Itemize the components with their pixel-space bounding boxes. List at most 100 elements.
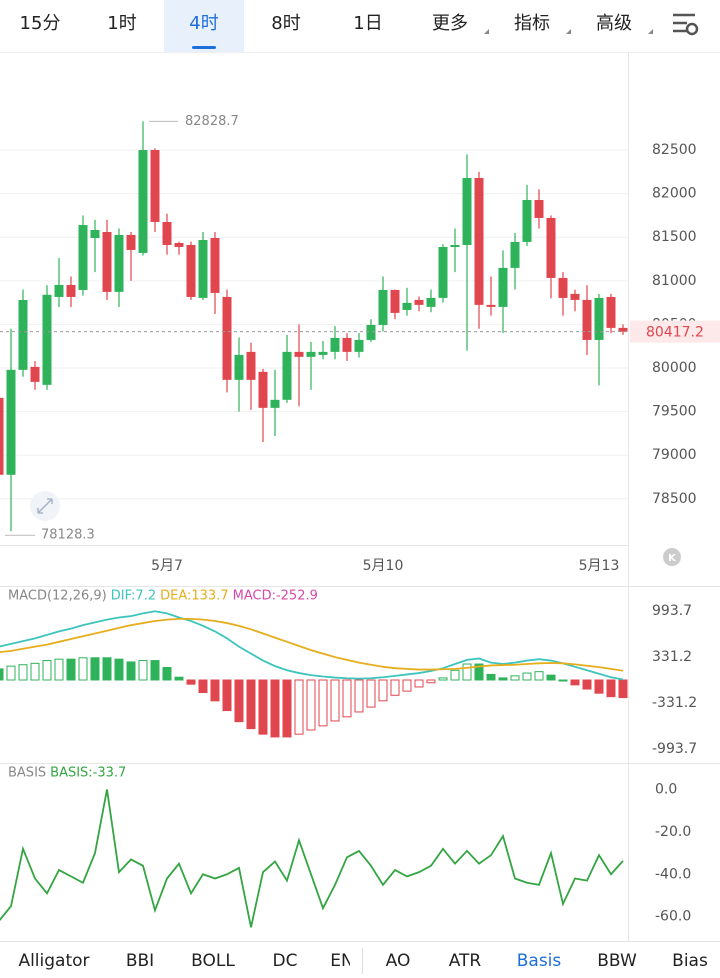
macd-bar xyxy=(234,679,244,723)
candle-body xyxy=(306,351,316,357)
candle-body xyxy=(366,324,376,340)
candle-body xyxy=(126,234,136,250)
max-price-label: 82828.7 xyxy=(185,114,239,129)
candle-body xyxy=(90,229,100,239)
candle-body xyxy=(498,267,508,307)
macd-bar xyxy=(66,658,76,681)
macd-bar xyxy=(342,679,352,718)
timeframe-tab[interactable]: 1日 xyxy=(353,13,382,34)
candle-body xyxy=(282,351,292,400)
macd-bar xyxy=(366,679,376,708)
candle-body xyxy=(186,244,196,297)
macd-bar xyxy=(534,671,544,681)
candle-body xyxy=(534,199,544,218)
candle-body xyxy=(150,150,160,222)
macd-bar xyxy=(390,679,400,696)
min-price-label: 78128.3 xyxy=(41,528,95,543)
macd-bar xyxy=(582,679,592,690)
candle-body xyxy=(522,199,532,242)
candle-body xyxy=(594,297,604,340)
indicator-tab[interactable]: BBI xyxy=(126,951,154,971)
candle-body xyxy=(54,284,64,297)
macd-bar xyxy=(498,677,508,681)
macd-bar xyxy=(114,658,124,681)
macd-bar xyxy=(90,657,100,681)
expand-icon[interactable] xyxy=(37,498,53,514)
timeframe-tab[interactable]: 1时 xyxy=(107,13,136,34)
macd-bar xyxy=(102,657,112,681)
candle-body xyxy=(606,296,616,328)
last-price-tag xyxy=(630,320,720,343)
y-tick-label: 81500 xyxy=(652,229,697,245)
legend-entry: BASIS:-33.7 xyxy=(50,766,126,781)
indicator-tab[interactable]: Basis xyxy=(517,951,562,971)
indicator-tab[interactable]: AO xyxy=(386,951,411,971)
indicator-line xyxy=(0,610,624,681)
legend-entry: MACD:-252.9 xyxy=(233,589,318,604)
timeframe-tab[interactable]: 8时 xyxy=(271,13,300,34)
timeframe-tab[interactable]: 4时 xyxy=(189,13,218,34)
candle-body xyxy=(510,241,520,268)
indicator-tab[interactable]: ATR xyxy=(449,951,482,971)
macd-bar xyxy=(414,679,424,688)
macd-bar xyxy=(378,679,388,702)
macd-bar xyxy=(282,679,292,738)
macd-bar xyxy=(246,679,256,730)
candle-body xyxy=(210,238,220,293)
candle-body xyxy=(0,397,4,475)
macd-bar xyxy=(426,679,436,684)
macd-bar xyxy=(174,676,184,681)
settings-icon-gear[interactable] xyxy=(685,22,699,36)
macd-bar xyxy=(558,679,568,682)
candle-body xyxy=(570,293,580,300)
settings-icon[interactable] xyxy=(673,13,695,33)
candle-body xyxy=(222,296,232,380)
indicator-tab[interactable]: EN xyxy=(330,951,353,971)
macd-bar xyxy=(258,679,268,735)
candle-body xyxy=(474,178,484,305)
candle-body xyxy=(438,246,448,298)
candle-body xyxy=(318,351,328,355)
y-tick-label: 79500 xyxy=(652,404,697,420)
macd-bar xyxy=(186,679,196,685)
indicator-line xyxy=(0,617,624,672)
macd-bar xyxy=(150,660,160,681)
candle-body xyxy=(42,294,52,385)
timeframe-tab[interactable]: 指标 xyxy=(514,13,550,34)
indicator-tab[interactable]: BBW xyxy=(597,951,637,971)
indicator-tab[interactable]: DC xyxy=(273,951,298,971)
candle-body xyxy=(462,178,472,245)
y-tick-label: -331.2 xyxy=(652,695,697,711)
indicator-tab[interactable]: BOLL xyxy=(191,951,235,971)
candle-body xyxy=(198,240,208,298)
timeframe-tab[interactable]: 15分 xyxy=(20,13,61,34)
y-tick-label: 80000 xyxy=(652,360,697,376)
macd-bar xyxy=(474,663,484,681)
macd-bar xyxy=(162,667,172,681)
candle-body xyxy=(234,354,244,380)
y-tick-label: -20.0 xyxy=(655,824,691,840)
macd-bar xyxy=(138,660,148,681)
candle-body xyxy=(414,299,424,305)
timeframe-tab[interactable]: 更多 xyxy=(432,13,468,34)
candle-body xyxy=(102,231,112,292)
logo-letter: K xyxy=(668,553,677,564)
macd-bar xyxy=(438,677,448,681)
macd-bar xyxy=(306,679,316,731)
dropdown-triangle xyxy=(566,29,571,34)
macd-bar xyxy=(462,663,472,681)
timeframe-tab[interactable]: 高级 xyxy=(596,13,632,34)
indicator-tab[interactable]: Bias xyxy=(672,951,708,971)
y-tick-label: -40.0 xyxy=(655,866,691,882)
candle-body xyxy=(66,284,76,297)
indicator-tab[interactable]: Alligator xyxy=(18,951,89,971)
candle-body xyxy=(174,242,184,247)
candle-body xyxy=(546,217,556,278)
active-tab-bg xyxy=(164,0,244,52)
macd-bar xyxy=(618,679,628,699)
candle-body xyxy=(582,299,592,340)
x-tick-label: 5月7 xyxy=(151,558,183,574)
candle-body xyxy=(270,399,280,408)
